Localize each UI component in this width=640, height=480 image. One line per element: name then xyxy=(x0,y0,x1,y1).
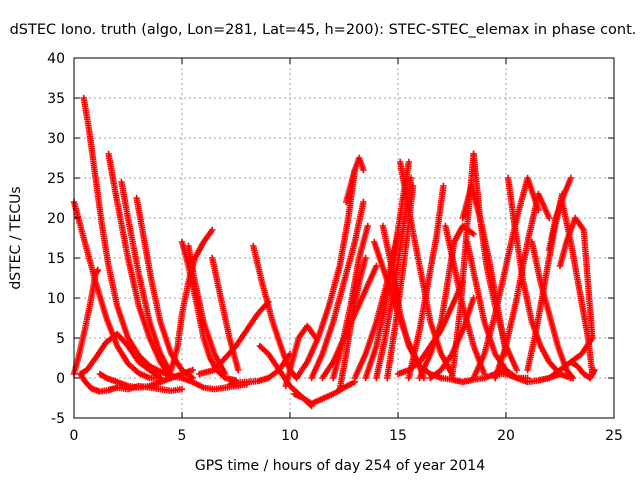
y-tick-label: 20 xyxy=(47,211,65,227)
data-point-markers xyxy=(168,226,216,374)
data-series xyxy=(96,366,196,391)
data-point-markers xyxy=(133,194,196,382)
data-series xyxy=(77,330,164,382)
y-tick-label: 15 xyxy=(47,251,65,267)
x-axis-label: GPS time / hours of day 254 of year 2014 xyxy=(195,458,485,474)
data-point-markers xyxy=(556,214,596,342)
data-point-markers xyxy=(416,222,477,382)
data-point-markers xyxy=(70,266,101,378)
data-point-markers xyxy=(70,198,164,382)
data-series xyxy=(209,254,242,374)
data-point-markers xyxy=(308,198,367,382)
data-series xyxy=(196,298,272,378)
data-point-markers xyxy=(77,330,164,382)
data-series xyxy=(80,94,186,382)
data-point-markers xyxy=(178,238,240,384)
data-series xyxy=(336,254,369,394)
x-tick-label: 15 xyxy=(389,428,407,444)
data-point-markers xyxy=(405,182,447,382)
data-series xyxy=(556,214,596,342)
data-series xyxy=(70,198,164,382)
data-point-markers xyxy=(336,254,369,394)
data-series xyxy=(291,378,358,407)
data-series xyxy=(282,322,320,390)
data-series xyxy=(293,166,358,382)
x-tick-label: 5 xyxy=(178,428,187,444)
data-series xyxy=(470,150,520,374)
data-series xyxy=(528,238,577,382)
data-series xyxy=(308,198,367,382)
data-series xyxy=(567,358,598,382)
data-point-markers xyxy=(492,190,553,382)
x-tick-label: 10 xyxy=(281,428,299,444)
data-point-markers xyxy=(105,150,175,382)
data-series xyxy=(397,158,456,378)
data-series xyxy=(178,238,240,384)
data-point-markers xyxy=(209,254,242,374)
y-tick-label: 30 xyxy=(47,131,65,147)
data-series xyxy=(168,226,216,374)
data-point-markers xyxy=(118,178,175,378)
y-tick-label: 25 xyxy=(47,171,65,187)
data-series xyxy=(133,194,196,382)
y-tick-label: 0 xyxy=(56,371,65,387)
data-point-markers xyxy=(282,322,320,390)
plot-frame xyxy=(73,57,615,419)
y-tick-label: -5 xyxy=(51,411,65,427)
data-point-markers xyxy=(293,166,358,382)
data-series xyxy=(505,174,574,382)
data-point-markers xyxy=(80,94,186,382)
data-points xyxy=(70,94,598,410)
data-point-markers xyxy=(291,378,358,407)
data-series xyxy=(185,242,229,378)
data-point-markers xyxy=(397,158,456,378)
chart-title: dSTEC Iono. truth (algo, Lon=281, Lat=45… xyxy=(10,22,637,38)
data-point-markers xyxy=(470,150,520,374)
data-series xyxy=(416,222,477,382)
data-series xyxy=(343,154,367,206)
x-tick-label: 25 xyxy=(605,428,623,444)
data-point-markers xyxy=(528,238,577,382)
data-point-markers xyxy=(505,174,574,382)
axis-ticks: 0 5 10 15 20 25 -5 0 5 10 15 20 25 30 35 40 xyxy=(47,51,623,444)
data-point-markers xyxy=(196,298,272,378)
data-series xyxy=(105,150,175,382)
data-point-markers xyxy=(185,242,229,378)
data-point-markers xyxy=(330,222,371,382)
data-point-markers xyxy=(343,154,367,206)
data-series xyxy=(492,190,553,382)
data-point-markers xyxy=(567,358,598,382)
x-tick-label: 0 xyxy=(70,428,79,444)
x-tick-label: 20 xyxy=(497,428,515,444)
data-series xyxy=(118,178,175,378)
data-point-markers xyxy=(96,366,196,391)
y-axis-label: dSTEC / TECUs xyxy=(8,186,24,289)
data-series xyxy=(330,222,371,382)
y-tick-label: 35 xyxy=(47,91,65,107)
y-tick-label: 10 xyxy=(47,291,65,307)
data-series xyxy=(70,266,101,378)
y-tick-label: 5 xyxy=(56,331,65,347)
y-tick-label: 40 xyxy=(47,51,65,67)
data-series xyxy=(405,182,447,382)
